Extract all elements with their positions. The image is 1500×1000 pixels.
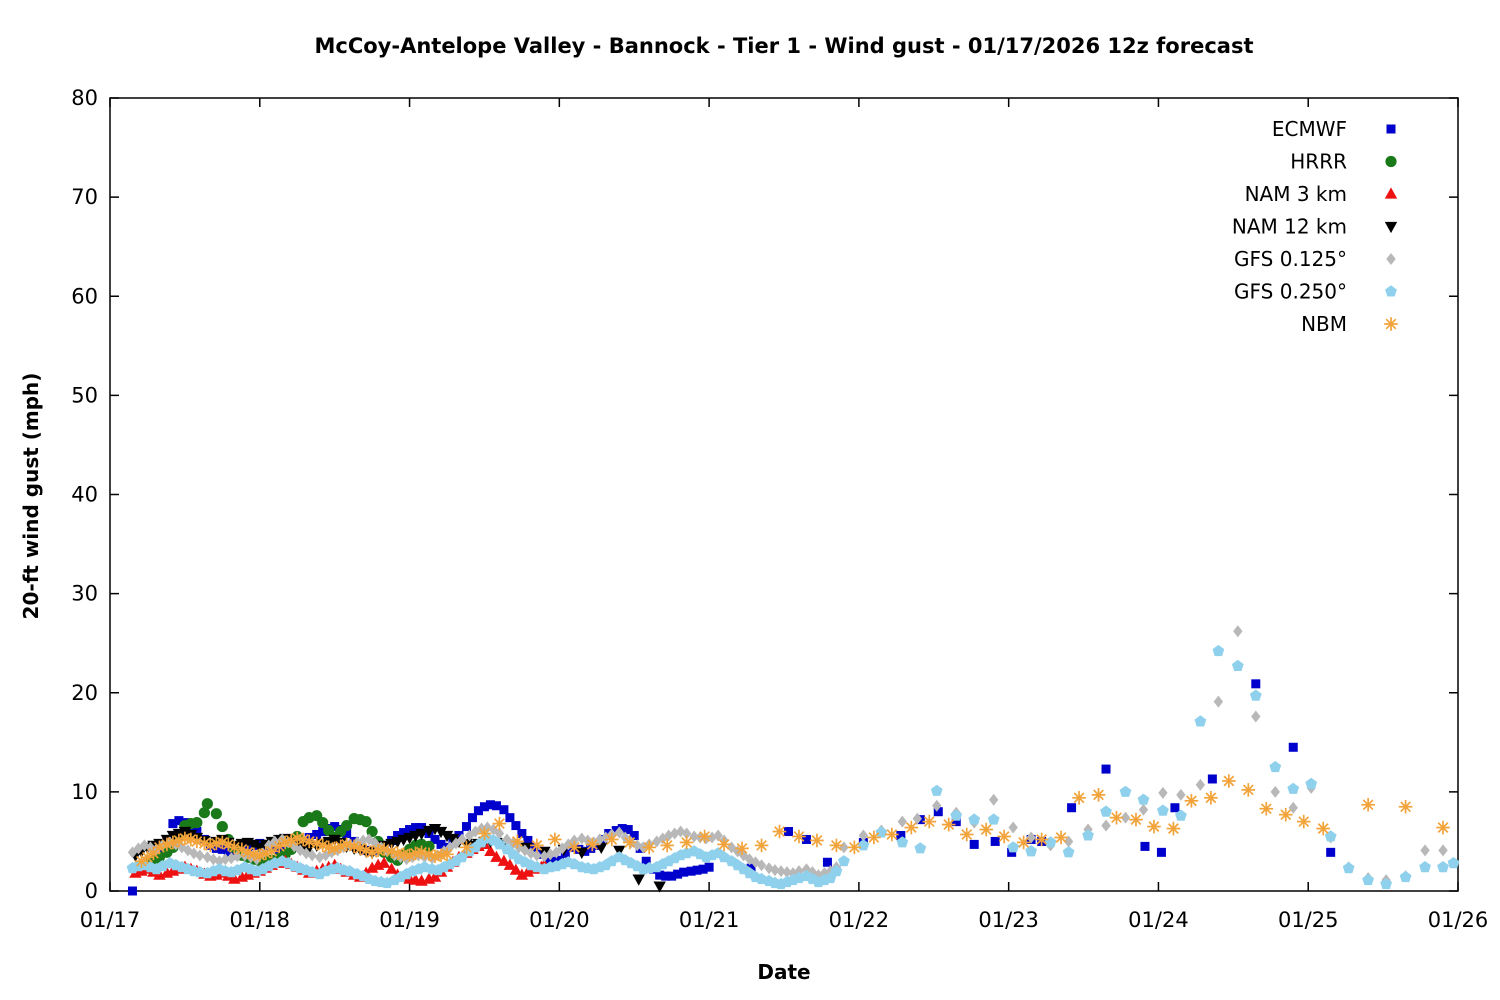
legend-label: NBM [1301, 312, 1347, 336]
x-axis-title: Date [757, 960, 811, 984]
legend-label: HRRR [1290, 150, 1347, 174]
series-nbm [134, 774, 1450, 869]
legend-label: NAM 3 km [1245, 182, 1347, 206]
x-tick-label: 01/20 [529, 908, 590, 932]
axes [109, 97, 1459, 892]
y-tick-label: 60 [71, 284, 98, 308]
legend [1384, 124, 1398, 331]
legend-label: GFS 0.125° [1234, 247, 1347, 271]
x-tick-label: 01/21 [679, 908, 740, 932]
chart-title: McCoy-Antelope Valley - Bannock - Tier 1… [314, 34, 1254, 58]
y-tick-label: 80 [71, 86, 98, 110]
x-tick-label: 01/25 [1278, 908, 1339, 932]
x-tick-label: 01/18 [230, 908, 291, 932]
x-tick-label: 01/26 [1428, 908, 1489, 932]
y-tick-label: 40 [71, 483, 98, 507]
x-tick-label: 01/17 [80, 908, 141, 932]
y-tick-label: 50 [71, 383, 98, 407]
legend-label: ECMWF [1272, 117, 1347, 141]
x-tick-label: 01/22 [829, 908, 890, 932]
y-tick-label: 0 [85, 879, 98, 903]
x-tick-label: 01/19 [379, 908, 440, 932]
x-tick-label: 01/24 [1128, 908, 1189, 932]
y-tick-label: 70 [71, 185, 98, 209]
x-tick-label: 01/23 [978, 908, 1039, 932]
legend-label: NAM 12 km [1232, 215, 1347, 239]
y-tick-label: 10 [71, 780, 98, 804]
y-tick-label: 30 [71, 582, 98, 606]
legend-label: GFS 0.250° [1234, 280, 1347, 304]
series-gfs-0-250- [126, 644, 1460, 890]
y-tick-label: 20 [71, 681, 98, 705]
